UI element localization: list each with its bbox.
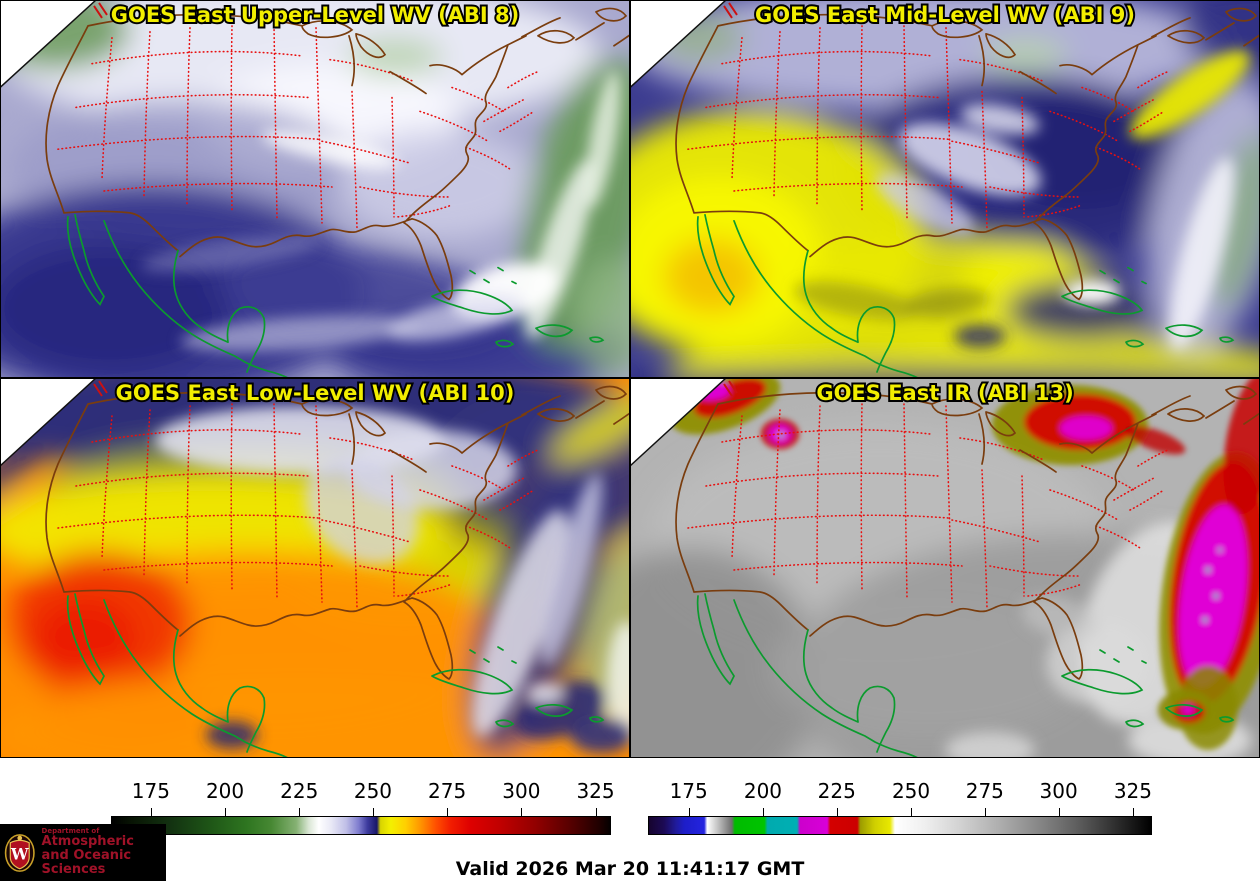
logo-line-2: and Oceanic Sciences (41, 848, 132, 878)
colorbar-tick-label: 175 (131, 779, 170, 803)
infrared-colorbar: 175 200 225 250 275 300 325 (648, 781, 1152, 835)
panel-low-level-wv: GOES East Low-Level WV (ABI 10) (0, 378, 630, 758)
colorbar-tick-label: 200 (205, 779, 245, 803)
footer: 175 200 225 250 275 300 325 175 200 225 … (0, 758, 1260, 881)
wv8-cloud-streaks (140, 70, 621, 352)
colorbar-tick (521, 808, 523, 817)
colorbar-tick (688, 808, 690, 817)
colorbar-tick-label: 300 (1039, 779, 1078, 803)
colorbar-tick (150, 808, 152, 817)
colorbar-tick (225, 808, 227, 817)
logo-line-1: Atmospheric (41, 834, 134, 850)
panel-title-abi10: GOES East Low-Level WV (ABI 10) (116, 381, 515, 405)
colorbar-tick-label: 225 (817, 779, 856, 803)
colorbar-tick-label: 175 (669, 779, 708, 803)
colorbar-tick-label: 225 (280, 779, 319, 803)
colorbar-tick-label: 325 (1113, 779, 1153, 803)
water-vapor-colorbar: 175 200 225 250 275 300 325 (111, 781, 615, 835)
panel-title-abi9: GOES East Mid-Level WV (ABI 9) (755, 3, 1135, 27)
panel-title-abi8: GOES East Upper-Level WV (ABI 8) (111, 3, 520, 27)
wv9-cloud-streaks (793, 50, 1251, 350)
colorbar-tick-label: 275 (428, 779, 467, 803)
colorbar-tick (447, 808, 449, 817)
uw-aos-logo: W Department of Atmospheric and Oceanic … (0, 824, 166, 881)
colorbar-tick-label: 250 (891, 779, 931, 803)
colorbar-tick (836, 808, 838, 817)
wv9-moisture-field (630, 0, 1260, 378)
ir-image: GOES East IR (ABI 13) (630, 378, 1260, 758)
colorbar-tick-label: 200 (743, 779, 783, 803)
logo-text: Department of Atmospheric and Oceanic Sc… (41, 826, 166, 878)
upper-level-wv-image: GOES East Upper-Level WV (ABI 8) (0, 0, 630, 378)
colorbar-tick (762, 808, 764, 817)
wv10-cloud-streaks (155, 406, 630, 753)
colorbar-tick-label: 300 (502, 779, 541, 803)
uw-crest-icon: W (4, 833, 35, 872)
colorbar-tick (984, 808, 986, 817)
panel-upper-level-wv: GOES East Upper-Level WV (ABI 8) (0, 0, 630, 378)
colorbar-tick (372, 808, 374, 817)
panel-title-abi13: GOES East IR (ABI 13) (816, 381, 1073, 405)
colorbar-tick (1058, 808, 1060, 817)
colorbar-tick-label: 250 (353, 779, 393, 803)
colorbar-tick (911, 808, 913, 817)
colorbar-tick (1132, 808, 1134, 817)
low-level-wv-image: GOES East Low-Level WV (ABI 10) (0, 378, 630, 758)
panel-mid-level-wv: GOES East Mid-Level WV (ABI 9) (630, 0, 1260, 378)
crest-letter: W (10, 844, 29, 863)
colorbar-tick (595, 808, 597, 817)
panel-ir: GOES East IR (ABI 13) (630, 378, 1260, 758)
logo-dept-line: Department of (41, 826, 100, 835)
valid-timestamp: Valid 2026 Mar 20 11:41:17 GMT (455, 858, 805, 880)
panel-grid: GOES East Upper-Level WV (ABI 8) (0, 0, 1260, 758)
colorbar-tick (299, 808, 301, 817)
colorbar-tick-label: 275 (965, 779, 1004, 803)
colorbar-tick-label: 325 (576, 779, 615, 803)
mid-level-wv-image: GOES East Mid-Level WV (ABI 9) (630, 0, 1260, 378)
